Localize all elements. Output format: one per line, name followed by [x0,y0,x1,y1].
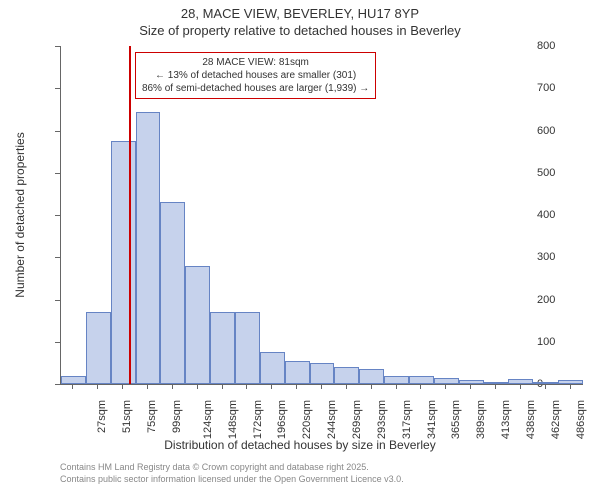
xtick-mark [222,384,223,389]
xtick-label: 293sqm [376,400,388,439]
xtick-label: 27sqm [96,400,108,433]
histogram-bar [235,312,260,384]
annotation-line1: 28 MACE VIEW: 81sqm [142,56,369,69]
xtick-mark [470,384,471,389]
xtick-mark [495,384,496,389]
xtick-mark [570,384,571,389]
histogram-bar [86,312,111,384]
xtick-mark [122,384,123,389]
xtick-mark [147,384,148,389]
xtick-label: 365sqm [451,400,463,439]
annotation-line2: ← 13% of detached houses are smaller (30… [142,69,369,82]
xtick-mark [445,384,446,389]
histogram-bar [136,112,161,385]
chart-container: 28, MACE VIEW, BEVERLEY, HU17 8YP Size o… [0,0,600,500]
chart-title-line1: 28, MACE VIEW, BEVERLEY, HU17 8YP [0,6,600,21]
xtick-label: 269sqm [351,400,363,439]
chart-title-line2: Size of property relative to detached ho… [0,23,600,38]
xtick-label: 317sqm [401,400,413,439]
xtick-label: 413sqm [500,400,512,439]
xtick-mark [420,384,421,389]
xtick-label: 75sqm [146,400,158,433]
xtick-mark [321,384,322,389]
histogram-bar [409,376,434,384]
xtick-mark [172,384,173,389]
xtick-mark [520,384,521,389]
histogram-bar [111,141,136,384]
histogram-bar [61,376,86,384]
xtick-label: 389sqm [475,400,487,439]
xtick-label: 124sqm [202,400,214,439]
histogram-bar [310,363,335,384]
xtick-mark [246,384,247,389]
xtick-mark [296,384,297,389]
xtick-label: 220sqm [301,400,313,439]
xtick-label: 341sqm [426,400,438,439]
histogram-bar [384,376,409,384]
xtick-mark [545,384,546,389]
histogram-bar [210,312,235,384]
histogram-bar [533,382,558,384]
xtick-label: 196sqm [277,400,289,439]
xtick-mark [396,384,397,389]
y-axis-label: Number of detached properties [13,125,27,305]
xtick-label: 99sqm [171,400,183,433]
histogram-bar [160,202,185,384]
annotation-box: 28 MACE VIEW: 81sqm← 13% of detached hou… [135,52,376,99]
xtick-mark [197,384,198,389]
histogram-bar [285,361,310,384]
xtick-mark [371,384,372,389]
xtick-mark [72,384,73,389]
xtick-label: 148sqm [227,400,239,439]
footer-line2: Contains public sector information licen… [60,474,404,486]
footer-attribution: Contains HM Land Registry data © Crown c… [60,462,404,485]
histogram-bar [558,380,583,384]
histogram-bar [185,266,210,384]
xtick-mark [346,384,347,389]
xtick-label: 462sqm [550,400,562,439]
xtick-label: 486sqm [575,400,587,439]
xtick-label: 51sqm [121,400,133,433]
histogram-bar [508,379,533,384]
property-marker-line [129,46,131,384]
histogram-bar [359,369,384,384]
histogram-bar [260,352,285,384]
xtick-label: 172sqm [252,400,264,439]
histogram-bar [334,367,359,384]
footer-line1: Contains HM Land Registry data © Crown c… [60,462,404,474]
xtick-label: 244sqm [326,400,338,439]
xtick-label: 438sqm [525,400,537,439]
xtick-mark [271,384,272,389]
x-axis-label: Distribution of detached houses by size … [0,438,600,452]
plot-area: 28 MACE VIEW: 81sqm← 13% of detached hou… [60,46,583,385]
xtick-mark [97,384,98,389]
annotation-line3: 86% of semi-detached houses are larger (… [142,82,369,95]
